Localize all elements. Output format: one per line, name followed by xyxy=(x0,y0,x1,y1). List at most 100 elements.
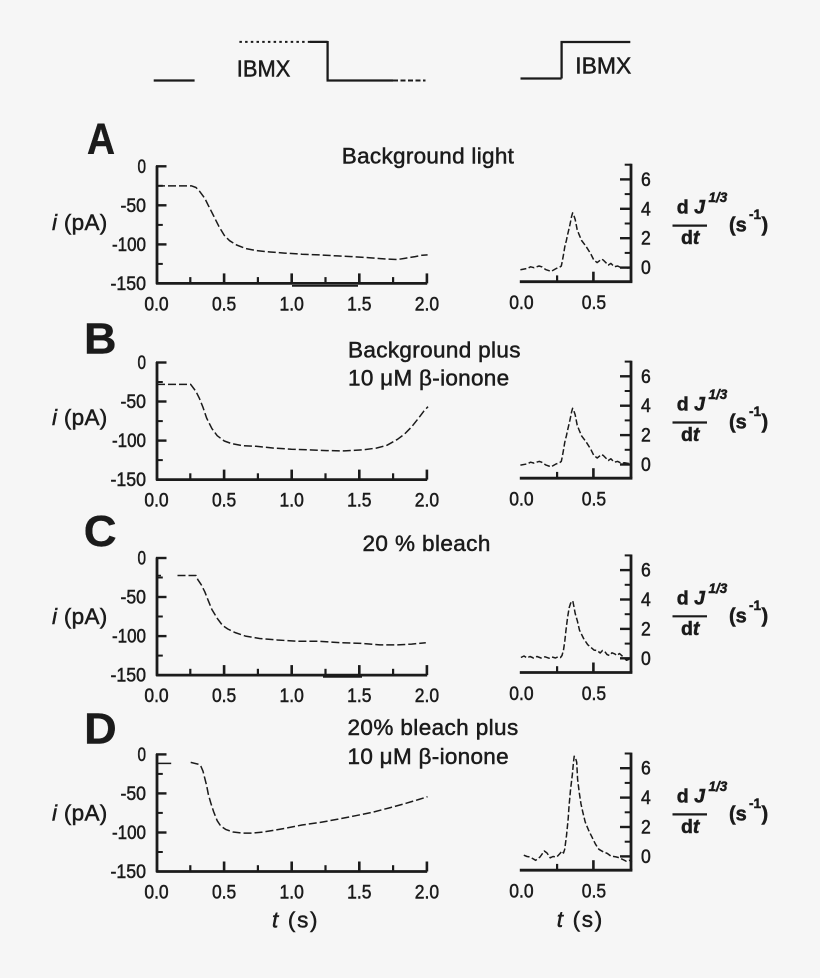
svg-text:d J: d J xyxy=(677,394,706,416)
svg-text:d J: d J xyxy=(677,587,706,609)
svg-text:6: 6 xyxy=(641,367,651,388)
svg-text:1.5: 1.5 xyxy=(347,686,371,707)
svg-text:2: 2 xyxy=(641,619,651,640)
svg-text:20 % bleach: 20 % bleach xyxy=(363,531,491,556)
svg-text:0.5: 0.5 xyxy=(582,684,606,705)
svg-text:-150: -150 xyxy=(111,666,147,687)
svg-text:0.5: 0.5 xyxy=(582,490,606,511)
svg-text:2.0: 2.0 xyxy=(415,686,439,707)
svg-text:-1: -1 xyxy=(749,404,761,419)
svg-text:-100: -100 xyxy=(112,627,146,648)
svg-text:1.0: 1.0 xyxy=(280,686,304,707)
svg-text:-100: -100 xyxy=(112,235,146,256)
svg-text:): ) xyxy=(762,412,769,434)
svg-text:(s: (s xyxy=(729,215,747,237)
svg-text:6: 6 xyxy=(641,759,651,780)
svg-text:-50: -50 xyxy=(121,588,147,609)
svg-text:0: 0 xyxy=(641,455,651,476)
svg-text:4: 4 xyxy=(641,590,651,611)
svg-text:0: 0 xyxy=(138,353,147,374)
svg-text:IBMX: IBMX xyxy=(237,56,290,82)
svg-text:2: 2 xyxy=(641,426,651,447)
svg-text:d J: d J xyxy=(677,197,706,219)
svg-text:1/3: 1/3 xyxy=(709,387,728,402)
svg-text:dt: dt xyxy=(681,618,701,640)
svg-text:2.0: 2.0 xyxy=(415,491,439,512)
svg-text:0: 0 xyxy=(138,157,147,178)
svg-text:C: C xyxy=(84,507,117,556)
svg-text:(s: (s xyxy=(729,803,747,825)
svg-text:0: 0 xyxy=(138,745,147,766)
svg-text:4: 4 xyxy=(641,788,651,809)
svg-text:0: 0 xyxy=(641,649,651,670)
svg-text:0: 0 xyxy=(138,549,147,570)
svg-text:-150: -150 xyxy=(111,862,147,883)
svg-text:i (pA): i (pA) xyxy=(52,604,108,629)
svg-text:0: 0 xyxy=(641,258,651,279)
svg-text:Background light: Background light xyxy=(342,143,515,168)
svg-text:D: D xyxy=(84,705,117,754)
svg-text:i (pA): i (pA) xyxy=(52,405,108,430)
svg-text:): ) xyxy=(762,803,769,825)
svg-text:0.5: 0.5 xyxy=(212,686,236,707)
svg-text:1.0: 1.0 xyxy=(280,491,304,512)
svg-text:0.0: 0.0 xyxy=(144,491,168,512)
svg-text:Background plus: Background plus xyxy=(348,338,521,363)
svg-text:0: 0 xyxy=(641,847,651,868)
svg-text:0.0: 0.0 xyxy=(144,686,168,707)
svg-text:(s: (s xyxy=(729,412,747,434)
svg-text:6: 6 xyxy=(641,170,651,191)
svg-text:-150: -150 xyxy=(111,274,147,295)
svg-text:6: 6 xyxy=(641,561,651,582)
svg-text:t (s): t (s) xyxy=(272,908,319,933)
svg-text:dt: dt xyxy=(681,227,701,249)
svg-text:i (pA): i (pA) xyxy=(52,801,108,826)
svg-text:0.5: 0.5 xyxy=(212,294,236,315)
svg-text:0.0: 0.0 xyxy=(509,293,533,314)
svg-text:4: 4 xyxy=(641,199,651,220)
svg-text:-1: -1 xyxy=(749,598,761,613)
svg-text:-50: -50 xyxy=(121,392,147,413)
svg-text:1.0: 1.0 xyxy=(280,294,304,315)
svg-text:1.5: 1.5 xyxy=(347,491,371,512)
svg-text:t (s): t (s) xyxy=(557,907,604,932)
svg-text:2.0: 2.0 xyxy=(415,883,439,904)
svg-text:i (pA): i (pA) xyxy=(52,210,108,235)
svg-text:A: A xyxy=(87,114,115,163)
svg-text:4: 4 xyxy=(641,396,651,417)
svg-text:0.5: 0.5 xyxy=(212,491,236,512)
svg-text:0.5: 0.5 xyxy=(582,293,606,314)
svg-text:-150: -150 xyxy=(111,470,147,491)
svg-text:B: B xyxy=(84,314,117,363)
svg-text:0.0: 0.0 xyxy=(144,883,168,904)
svg-text:0.0: 0.0 xyxy=(509,882,533,903)
svg-text:-100: -100 xyxy=(112,431,146,452)
svg-text:1.0: 1.0 xyxy=(280,883,304,904)
svg-text:-50: -50 xyxy=(121,196,147,217)
svg-text:1.5: 1.5 xyxy=(347,883,371,904)
svg-text:dt: dt xyxy=(681,424,701,446)
svg-text:-100: -100 xyxy=(112,823,146,844)
svg-text:1/3: 1/3 xyxy=(709,190,728,205)
svg-text:10 μM β-ionone: 10 μM β-ionone xyxy=(348,365,509,390)
svg-text:-1: -1 xyxy=(749,207,761,222)
svg-text:0.5: 0.5 xyxy=(212,883,236,904)
svg-text:2: 2 xyxy=(641,818,651,839)
svg-text:0.0: 0.0 xyxy=(144,294,168,315)
svg-text:): ) xyxy=(762,215,769,237)
svg-text:1.5: 1.5 xyxy=(347,294,371,315)
svg-text:0.0: 0.0 xyxy=(509,684,533,705)
svg-text:dt: dt xyxy=(681,816,701,838)
svg-text:-50: -50 xyxy=(121,784,147,805)
svg-text:-1: -1 xyxy=(749,796,761,811)
svg-text:IBMX: IBMX xyxy=(575,52,631,78)
svg-text:0.5: 0.5 xyxy=(582,882,606,903)
svg-text:1/3: 1/3 xyxy=(709,779,728,794)
svg-text:2.0: 2.0 xyxy=(415,294,439,315)
svg-text:(s: (s xyxy=(729,605,747,627)
svg-text:): ) xyxy=(762,605,769,627)
svg-text:2: 2 xyxy=(641,229,651,250)
svg-text:1/3: 1/3 xyxy=(709,581,728,596)
svg-text:d J: d J xyxy=(677,785,706,807)
svg-text:10 μM β-ionone: 10 μM β-ionone xyxy=(348,744,509,769)
